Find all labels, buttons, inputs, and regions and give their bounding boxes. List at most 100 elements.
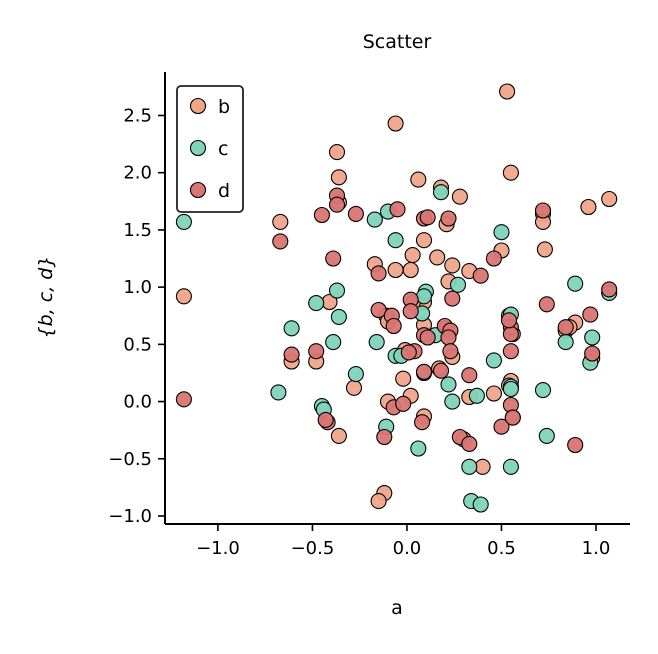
point-b-56: [474, 458, 491, 475]
point-d-27: [419, 329, 436, 346]
legend: bcd: [176, 85, 244, 213]
point-c-0: [175, 213, 192, 230]
y-tick-label-2: 0.0: [123, 392, 152, 413]
legend-marker-c: [189, 139, 207, 157]
point-d-2: [347, 205, 364, 222]
point-d-34: [308, 343, 325, 360]
point-d-26: [385, 317, 402, 335]
point-c-20: [368, 334, 385, 351]
point-c-43: [472, 496, 489, 513]
point-b-44: [395, 370, 412, 387]
point-c-6: [449, 276, 467, 293]
point-d-18: [370, 301, 387, 319]
point-b-43: [345, 379, 363, 396]
point-d-13: [472, 267, 489, 284]
point-b-47: [485, 385, 502, 402]
point-c-24: [485, 352, 502, 369]
point-d-41: [415, 363, 433, 380]
point-d-47: [414, 414, 431, 431]
point-d-54: [504, 409, 521, 426]
point-b-58: [370, 493, 387, 510]
point-c-38: [538, 427, 555, 444]
point-c-34: [444, 393, 461, 410]
point-c-41: [461, 458, 478, 475]
point-c-18: [584, 329, 601, 346]
x-tick-label-0: −1.0: [196, 538, 240, 559]
point-c-9: [567, 275, 584, 292]
y-tick-label-3: 0.5: [123, 334, 152, 355]
y-tick-label-6: 2.0: [123, 163, 152, 184]
point-d-23: [557, 319, 574, 336]
point-d-40: [432, 362, 450, 379]
y-tick-label-1: −0.5: [108, 449, 152, 470]
point-b-19: [429, 249, 446, 266]
point-c-31: [270, 384, 287, 401]
point-b-10: [580, 198, 597, 216]
point-c-30: [502, 380, 519, 398]
point-b-0: [499, 83, 516, 100]
point-b-2: [328, 144, 346, 161]
point-d-22: [402, 303, 419, 320]
point-d-20: [582, 306, 599, 323]
point-b-1: [387, 115, 404, 132]
point-c-32: [534, 382, 552, 399]
point-b-24: [402, 261, 419, 279]
point-d-52: [567, 436, 584, 454]
point-d-39: [461, 367, 478, 384]
point-d-5: [534, 202, 552, 219]
point-d-37: [442, 343, 459, 360]
point-c-16: [283, 320, 300, 337]
point-c-3: [432, 184, 450, 201]
point-c-28: [347, 366, 364, 383]
x-tick-label-3: 0.5: [487, 538, 516, 559]
point-d-36: [502, 343, 519, 360]
point-c-39: [410, 440, 427, 457]
point-d-15: [444, 290, 461, 307]
point-c-21: [325, 334, 342, 351]
point-d-8: [440, 210, 457, 227]
point-d-14: [601, 281, 618, 298]
y-axis-label: {b, c, d}: [35, 256, 57, 339]
legend-label-b: b: [218, 96, 230, 118]
point-b-22: [387, 261, 404, 279]
x-tick-label-1: −0.5: [291, 538, 335, 559]
point-b-8: [601, 190, 618, 208]
point-d-1: [313, 206, 330, 224]
point-c-15: [330, 308, 347, 325]
point-d-4: [389, 201, 406, 218]
point-c-4: [493, 224, 510, 241]
point-b-16: [536, 241, 553, 258]
point-b-15: [415, 232, 433, 249]
point-c-12: [308, 295, 325, 312]
legend-marker-b: [189, 97, 207, 115]
point-d-38: [584, 345, 601, 362]
point-d-10: [325, 250, 342, 267]
point-d-30: [500, 312, 518, 329]
point-d-9: [272, 233, 289, 250]
point-d-11: [485, 250, 502, 267]
legend-label-d: d: [218, 180, 230, 202]
axes-layer: −1.0 −0.5 0.0 0.5 1.0 −1.0 −0.5 0.0 0.5 1.0 1.5 2.0…: [108, 72, 630, 559]
point-c-5: [387, 232, 404, 249]
point-b-3: [502, 164, 519, 181]
point-d-31: [440, 329, 457, 346]
point-c-27: [440, 376, 457, 393]
point-d-17: [538, 296, 555, 313]
legend-label-c: c: [218, 138, 228, 160]
point-b-52: [330, 427, 347, 444]
point-d-33: [400, 344, 417, 361]
point-d-51: [461, 435, 478, 452]
legend-box: [176, 85, 244, 213]
point-d-3: [328, 196, 346, 213]
x-axis-label: a: [391, 597, 403, 619]
point-d-42: [175, 391, 192, 408]
x-tick-label-2: 0.0: [393, 538, 422, 559]
point-b-18: [404, 247, 421, 264]
point-b-7: [451, 188, 468, 205]
point-b-27: [175, 288, 192, 305]
point-d-45: [395, 395, 412, 412]
y-tick-label-7: 2.5: [123, 105, 152, 126]
point-d-35: [283, 346, 300, 363]
